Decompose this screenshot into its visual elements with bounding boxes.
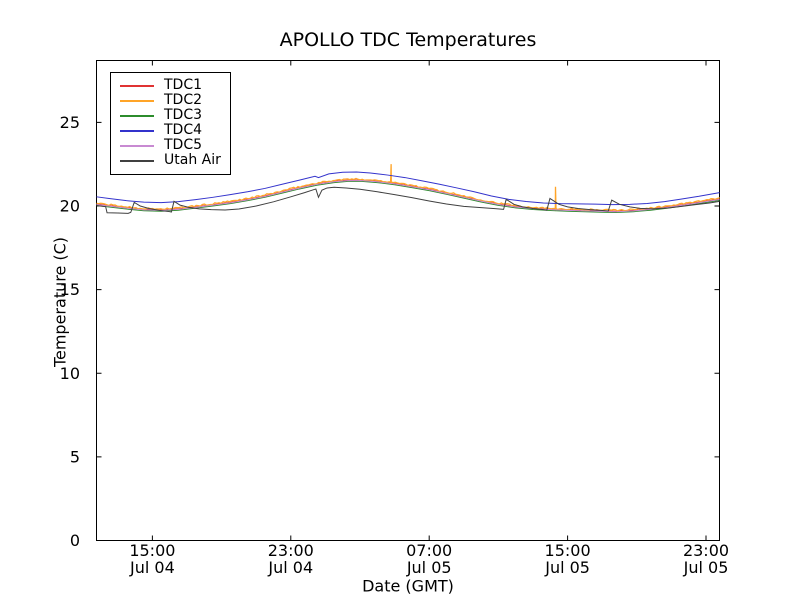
x-tick-label-date: Jul 04 [129,558,175,577]
legend-item: Utah Air [120,153,221,168]
x-axis-label: Date (GMT) [362,576,454,596]
y-tick-label: 10 [60,364,80,383]
legend-line-swatch [120,99,154,102]
legend-line-swatch [120,144,154,147]
x-tick-label-date: Jul 05 [544,558,590,577]
legend-item: TDC1 [120,77,221,93]
legend: TDC1 TDC2 TDC3 TDC4 TDC5 Utah Air [110,72,231,175]
legend-item-label: Utah Air [164,152,221,169]
legend-item: TDC5 [120,138,221,153]
legend-item-label: TDC2 [164,92,203,109]
series-line-tdc3 [96,180,720,214]
y-axis-label: Temperature (C) [50,236,70,368]
legend-line-swatch [120,129,154,132]
legend-item: TDC3 [120,108,221,123]
legend-line-swatch [120,84,154,87]
legend-item-label: TDC1 [164,77,203,93]
legend-item: TDC2 [120,92,221,109]
x-tick-label-time: 07:00 [406,541,452,560]
legend-item-label: TDC3 [164,107,203,124]
y-tick-label: 5 [70,447,80,466]
series-line-tdc4 [96,171,720,206]
y-tick-label: 25 [60,113,80,132]
y-tick-label: 0 [70,531,80,550]
x-tick-label-time: 23:00 [268,541,314,560]
series-line-utah-air [96,186,720,214]
x-tick-label-time: 15:00 [129,541,175,560]
series-line-tdc2 [96,164,720,212]
legend-item-label: TDC5 [164,137,203,154]
axes-frame [96,60,720,541]
x-tick-label-time: 23:00 [683,541,729,560]
legend-line-swatch [120,160,154,163]
y-tick-label: 20 [60,197,80,216]
chart-title: APOLLO TDC Temperatures [279,29,537,51]
x-tick-label-time: 15:00 [545,541,591,560]
x-tick-label-date: Jul 05 [683,558,729,577]
legend-item: TDC4 [120,123,221,138]
legend-line-swatch [120,114,154,117]
y-tick-label: 15 [60,280,80,299]
legend-item-label: TDC4 [164,122,203,139]
x-tick-label-date: Jul 04 [267,558,313,577]
series-line-tdc5 [96,180,720,213]
x-tick-label-date: Jul 05 [406,558,452,577]
